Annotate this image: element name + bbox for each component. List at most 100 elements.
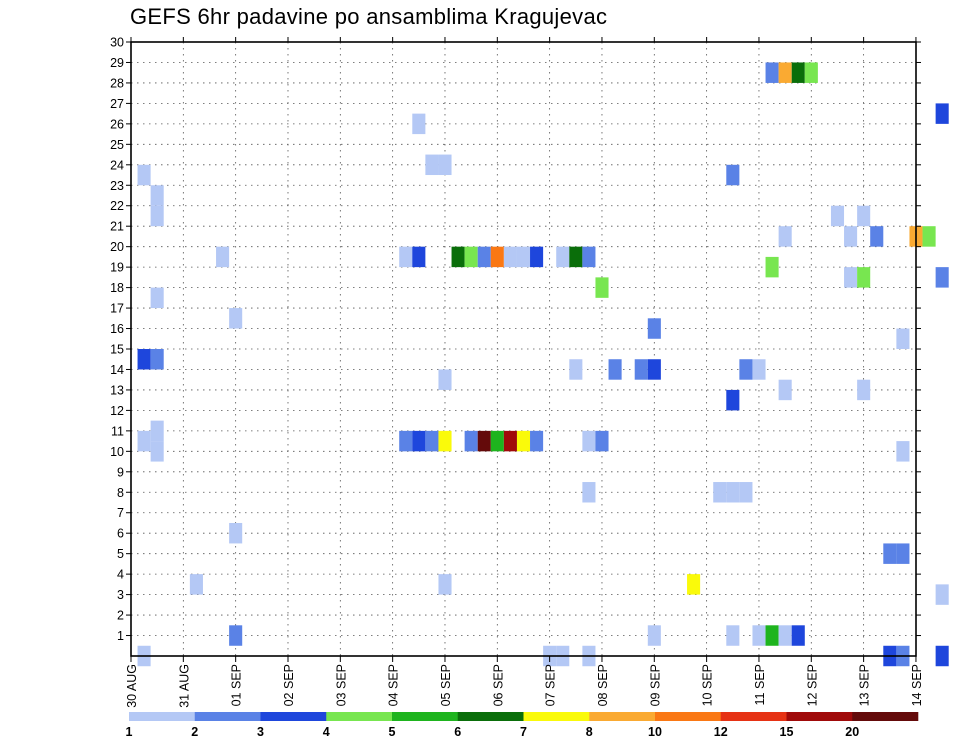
y-tick-label: 8	[117, 486, 124, 500]
data-cell	[490, 246, 504, 268]
data-cell	[477, 430, 491, 452]
y-tick-label: 20	[110, 240, 124, 254]
data-cell	[412, 430, 426, 452]
data-cell	[516, 246, 531, 268]
data-cell	[608, 359, 622, 380]
data-cell	[896, 543, 910, 564]
data-cell	[477, 246, 491, 268]
data-cell	[713, 482, 727, 503]
data-cell	[229, 308, 243, 329]
data-cell	[137, 349, 151, 370]
cells-layer	[137, 62, 949, 667]
data-cell	[503, 430, 517, 452]
data-cell	[530, 246, 544, 268]
data-cell	[778, 379, 792, 401]
y-tick-label: 3	[117, 588, 124, 602]
data-cell	[150, 441, 164, 462]
data-cell	[844, 267, 858, 288]
data-cell	[229, 522, 243, 544]
data-cell	[438, 369, 452, 390]
y-tick-label: 22	[110, 199, 124, 213]
data-cell	[935, 103, 949, 124]
data-cell	[530, 430, 544, 452]
y-tick-label: 1	[117, 629, 124, 643]
x-tick-label: 11 SEP	[753, 664, 767, 705]
data-cell	[922, 226, 936, 247]
data-cell	[556, 246, 570, 268]
colorbar-swatch	[786, 712, 853, 721]
colorbar-label: 6	[454, 725, 461, 739]
x-tick-label: 03 SEP	[334, 664, 348, 706]
x-tick-label: 10 SEP	[701, 664, 715, 706]
x-axis: 30 AUG 31 AUG 01 SEP 02 SEP 03 SEP 04 SEP 05 S…	[125, 37, 924, 708]
data-cell	[765, 256, 779, 278]
data-cell	[399, 246, 413, 268]
colorbar-label: 4	[323, 725, 330, 739]
x-tick-label: 31 AUG	[177, 664, 191, 708]
x-tick-label: 04 SEP	[387, 664, 401, 706]
data-cell	[726, 389, 740, 411]
data-cell	[726, 482, 740, 503]
y-tick-label: 18	[110, 281, 124, 295]
data-cell	[870, 226, 884, 247]
colorbar-swatch	[457, 712, 524, 721]
colorbar-swatch	[655, 712, 722, 721]
y-tick-label: 4	[117, 568, 124, 582]
data-cell	[739, 359, 753, 380]
colorbar-label: 12	[714, 725, 728, 739]
x-tick-label: 30 AUG	[125, 664, 139, 708]
colorbar-swatch	[720, 712, 787, 721]
y-tick-label: 10	[110, 445, 124, 459]
data-cell	[464, 246, 478, 268]
x-tick-label: 06 SEP	[491, 664, 505, 706]
data-cell	[778, 62, 792, 83]
data-cell	[438, 430, 452, 452]
data-cell	[438, 154, 452, 176]
data-cell	[726, 164, 740, 186]
x-tick-label: 13 SEP	[858, 664, 872, 706]
data-cell	[229, 625, 243, 646]
y-tick-label: 24	[110, 158, 124, 172]
y-tick-label: 30	[110, 36, 124, 50]
data-cell	[935, 584, 949, 605]
data-cell	[804, 62, 818, 83]
x-tick-label: 05 SEP	[439, 664, 453, 706]
data-cell	[896, 328, 910, 349]
data-cell	[503, 246, 517, 268]
data-cell	[189, 574, 203, 595]
data-cell	[935, 645, 949, 667]
data-cell	[595, 277, 609, 298]
data-cell	[857, 379, 871, 401]
y-tick-label: 7	[117, 506, 124, 520]
y-tick-label: 16	[110, 322, 124, 336]
data-cell	[647, 318, 661, 339]
y-tick-label: 25	[110, 138, 124, 152]
data-cell	[647, 359, 661, 380]
data-cell	[399, 430, 413, 452]
y-tick-label: 13	[110, 383, 124, 397]
data-cell	[844, 226, 858, 247]
data-cell	[412, 246, 426, 268]
y-tick-label: 15	[110, 343, 124, 357]
data-cell	[857, 267, 871, 288]
data-cell	[425, 154, 439, 176]
data-cell	[216, 246, 230, 268]
grid-layer	[131, 42, 916, 656]
data-cell	[582, 430, 596, 452]
y-tick-label: 19	[110, 261, 124, 275]
y-tick-label: 2	[117, 609, 124, 623]
data-cell	[451, 246, 465, 268]
data-cell	[726, 625, 740, 646]
x-tick-label: 09 SEP	[648, 664, 662, 706]
data-cell	[634, 359, 648, 380]
data-cell	[150, 205, 164, 227]
colorbar-label: 8	[586, 725, 593, 739]
colorbar-label: 1	[126, 725, 133, 739]
data-cell	[150, 185, 164, 206]
colorbar-label: 10	[648, 725, 662, 739]
data-cell	[595, 430, 609, 452]
data-cell	[150, 287, 164, 309]
data-cell	[687, 574, 701, 595]
data-cell	[464, 430, 478, 452]
colorbar: 1 2 3 4 5 6 7 8 10 12 15 20	[126, 712, 919, 739]
